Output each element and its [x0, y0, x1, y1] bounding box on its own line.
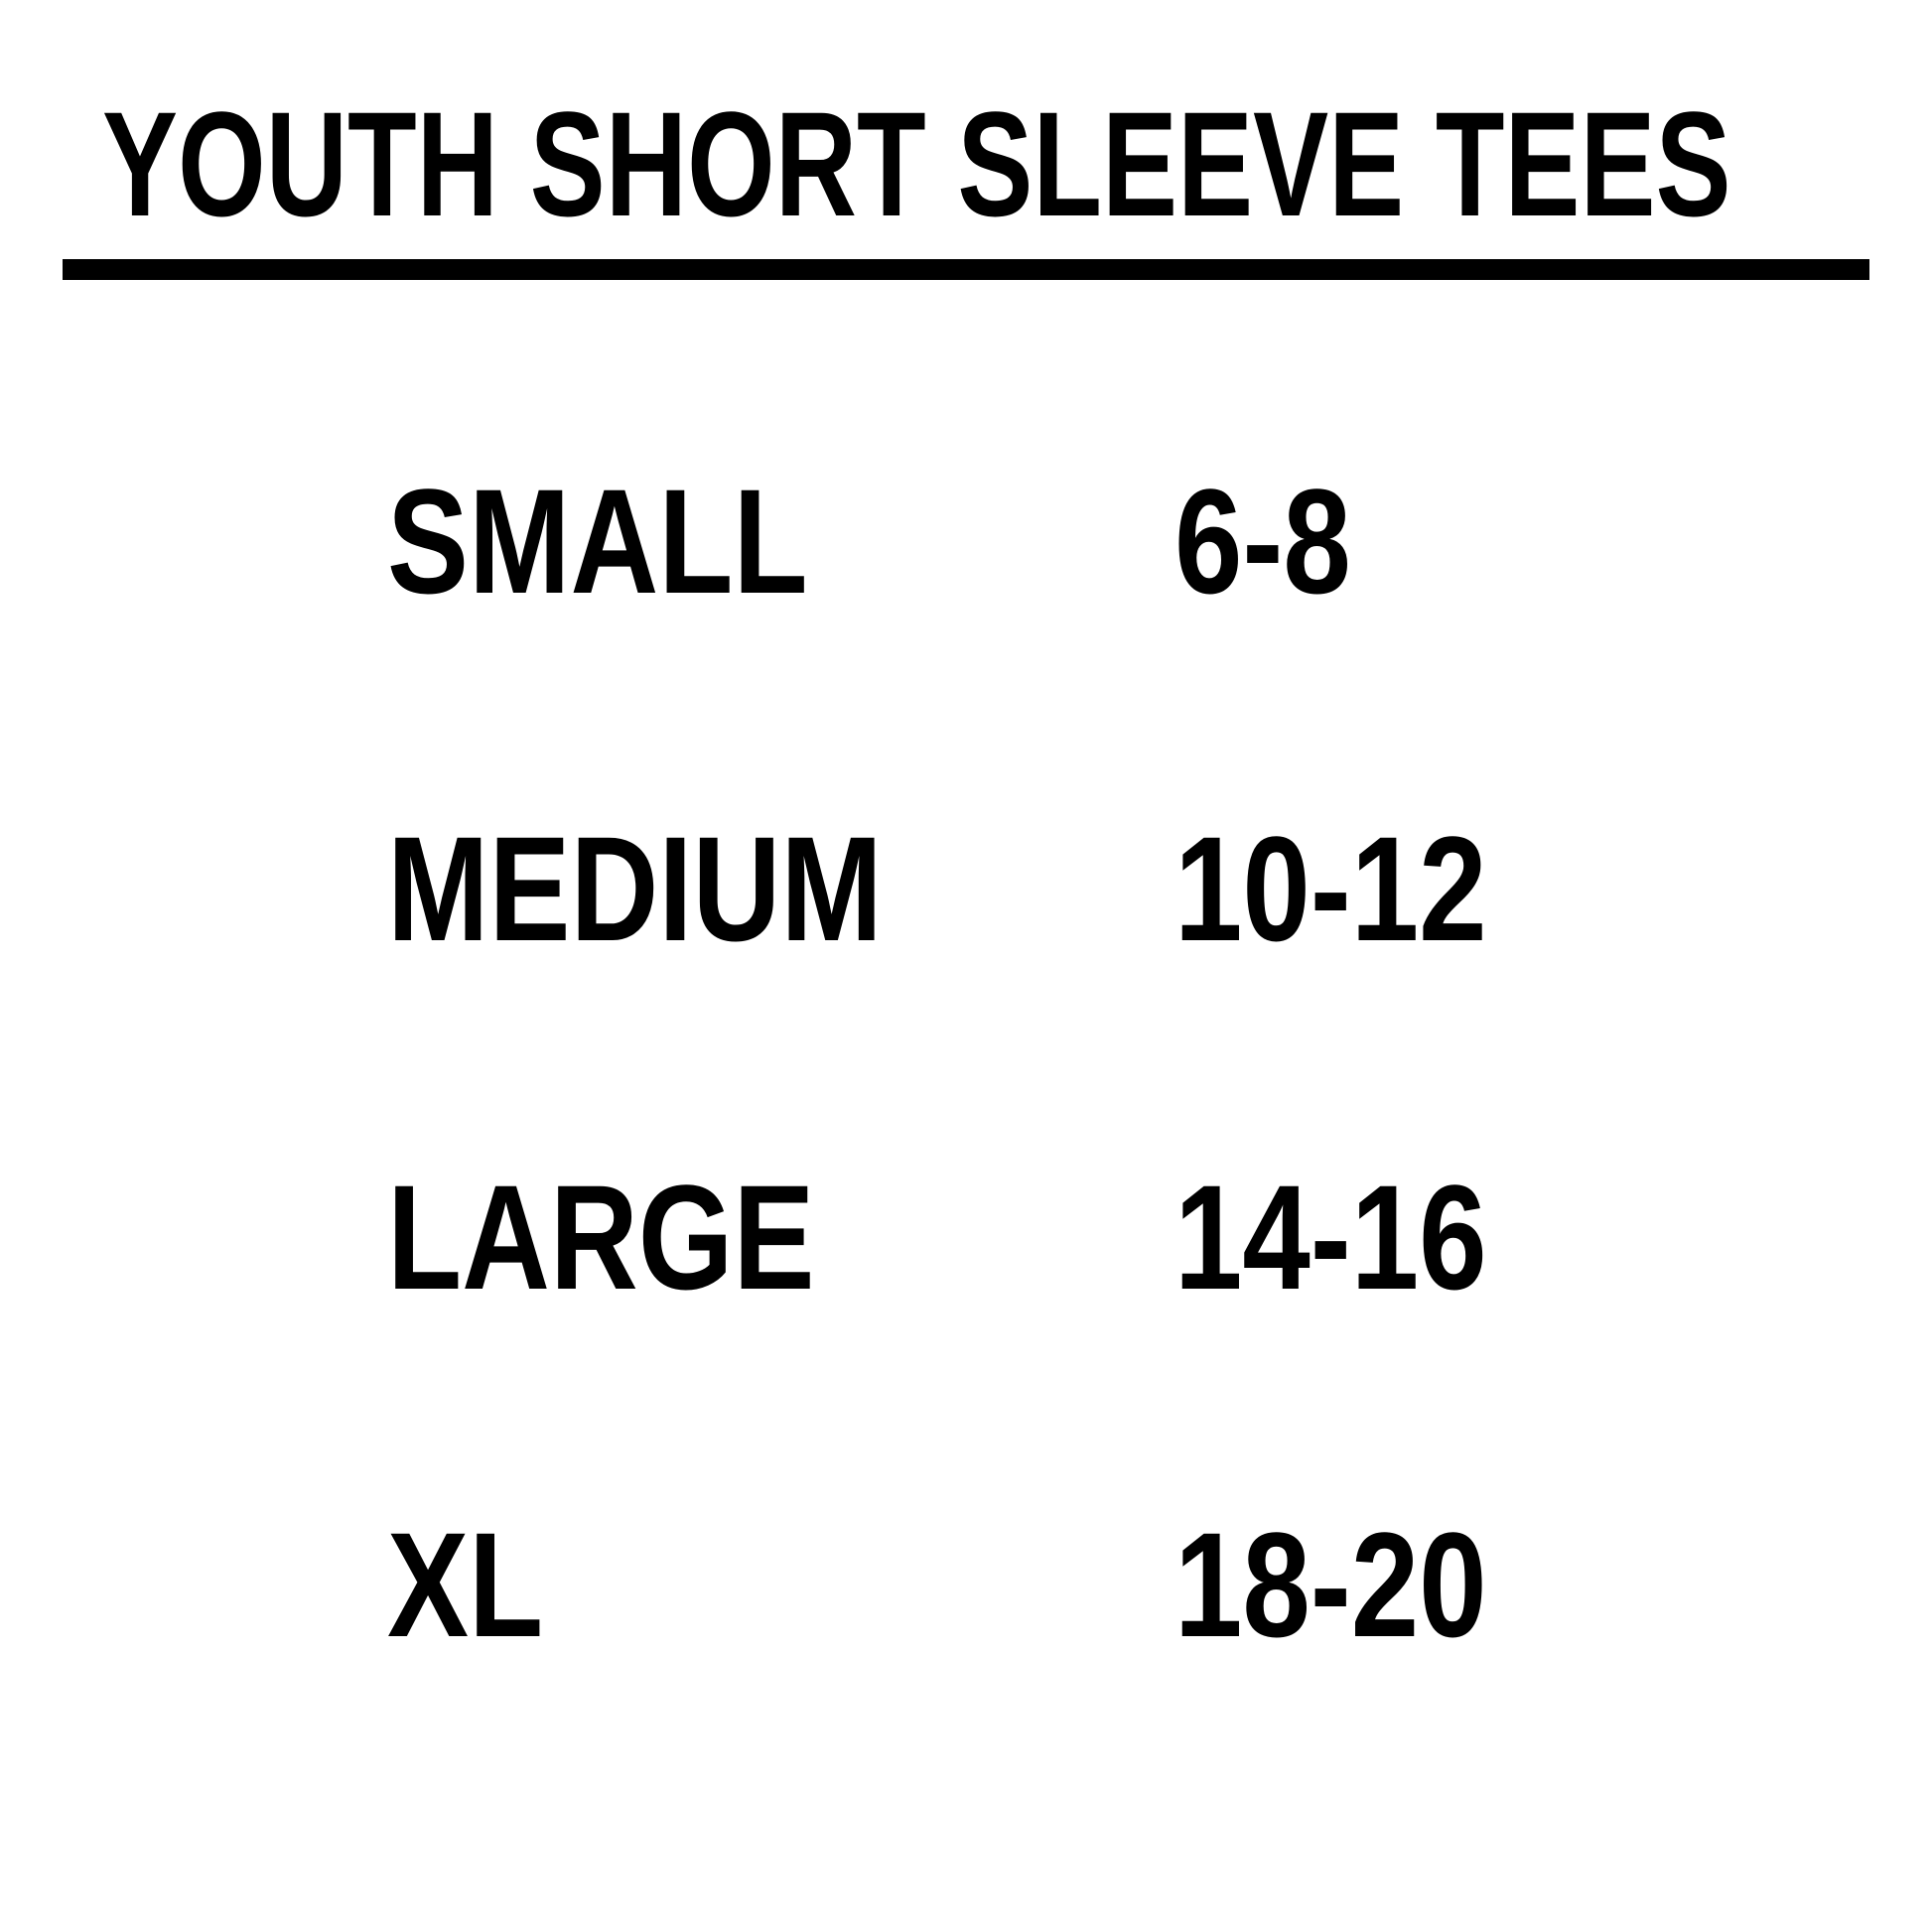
table-row: SMALL 6-8 [0, 467, 1932, 616]
size-range: 6-8 [1174, 458, 1351, 624]
size-range: 10-12 [1174, 805, 1487, 972]
size-range: 14-16 [1174, 1154, 1487, 1320]
size-label: SMALL [387, 458, 808, 624]
table-row: XL 18-20 [0, 1510, 1932, 1659]
table-row: LARGE 14-16 [0, 1163, 1932, 1311]
size-range: 18-20 [1174, 1501, 1487, 1668]
size-label: MEDIUM [387, 805, 883, 972]
size-label: LARGE [387, 1154, 815, 1320]
size-label: XL [387, 1501, 544, 1668]
page-title: YOUTH SHORT SLEEVE TEES [102, 80, 1731, 247]
table-row: MEDIUM 10-12 [0, 814, 1932, 963]
title-underline [63, 259, 1869, 280]
